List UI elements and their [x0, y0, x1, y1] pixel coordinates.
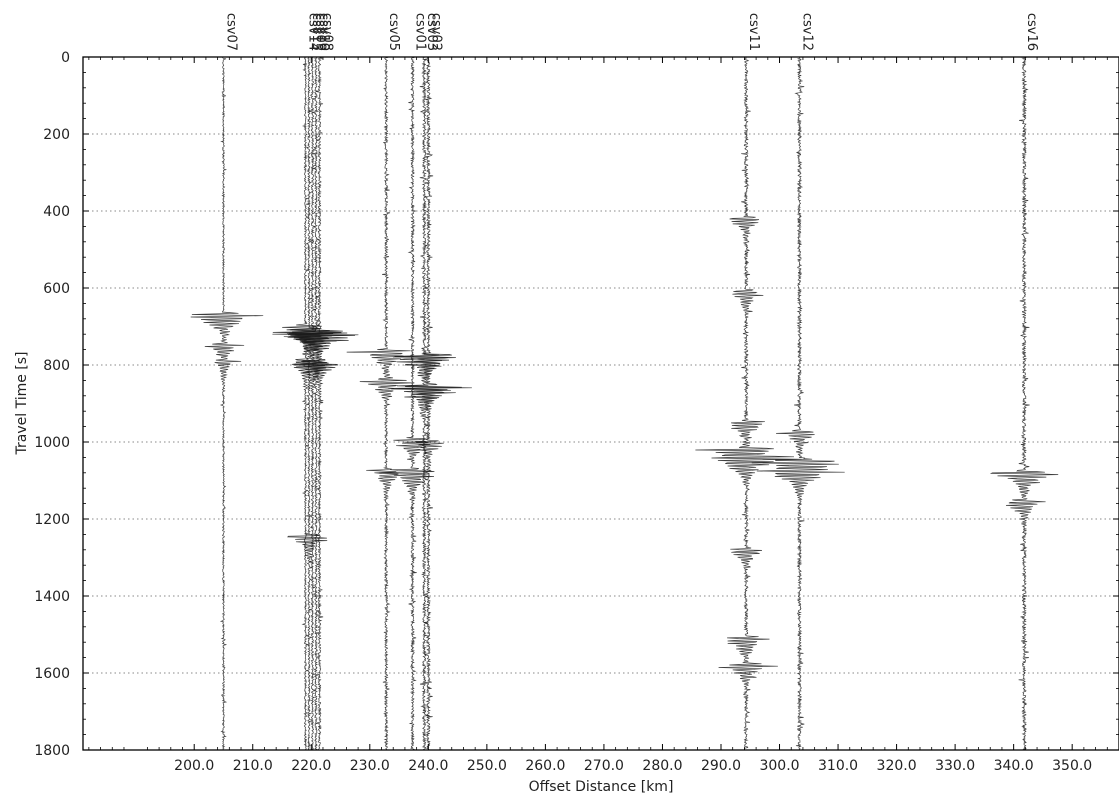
station-label-csv16: csv16 — [1024, 13, 1039, 51]
x-tick-label: 260.0 — [525, 758, 565, 774]
x-tick-label: 230.0 — [350, 758, 390, 774]
y-tick-label: 600 — [43, 281, 70, 297]
station-label-csv02: csv02 — [428, 13, 443, 51]
trace-csv14 — [282, 56, 323, 751]
x-tick-label: 330.0 — [935, 758, 975, 774]
x-tick-label: 250.0 — [467, 758, 507, 774]
trace-csv03 — [391, 56, 472, 751]
horizontal-gridlines — [83, 133, 1119, 674]
trace-csv16 — [989, 56, 1059, 751]
trace-csv02 — [391, 56, 462, 751]
y-tick-label: 800 — [43, 358, 70, 374]
station-label-csv05: csv05 — [386, 13, 401, 51]
x-tick-label: 290.0 — [701, 758, 741, 774]
y-tick-label: 1000 — [34, 435, 70, 451]
y-tick-label: 400 — [43, 204, 70, 220]
trace-csv05 — [346, 56, 413, 751]
x-axis-label: Offset Distance [km] — [529, 779, 674, 795]
x-tick-label: 210.0 — [233, 758, 273, 774]
y-tick-label: 1600 — [34, 666, 70, 682]
trace-csv11 — [695, 56, 802, 751]
trace-csv15 — [272, 56, 343, 751]
x-tick-label: 340.0 — [994, 758, 1034, 774]
x-tick-label: 320.0 — [877, 758, 917, 774]
trace-csv08 — [286, 56, 359, 751]
station-label-csv03: csv03 — [424, 13, 439, 51]
station-label-csv10: csv10 — [316, 13, 331, 51]
x-tick-label: 310.0 — [818, 758, 858, 774]
x-tick-label: 350.0 — [1052, 758, 1092, 774]
x-tick-label: 280.0 — [642, 758, 682, 774]
y-tick-label: 1200 — [34, 512, 70, 528]
y-tick-label: 0 — [61, 50, 70, 66]
station-label-csv12: csv12 — [799, 13, 814, 51]
x-tick-label: 300.0 — [759, 758, 799, 774]
trace-csv01 — [378, 56, 435, 751]
trace-csv12 — [751, 56, 845, 750]
x-tick-label: 220.0 — [291, 758, 331, 774]
station-label-csv15: csv15 — [309, 13, 324, 51]
x-tick-label: 240.0 — [408, 758, 448, 774]
trace-csv09 — [287, 56, 348, 751]
plot-frame — [82, 56, 1119, 751]
y-tick-label: 1400 — [34, 589, 70, 605]
axis-ticks: 0 200 400 600 800 1000 1200 1400 1600 1800 200.0 21… — [34, 50, 1119, 774]
trace-csv07 — [190, 56, 264, 751]
station-label-csv09: csv09 — [312, 13, 327, 51]
seismic-traces — [190, 56, 1059, 751]
station-label-csv01: csv01 — [413, 13, 428, 51]
station-label-csv07: csv07 — [224, 13, 239, 51]
y-tick-label: 200 — [43, 127, 70, 143]
x-tick-label: 270.0 — [584, 758, 624, 774]
station-label-csv14: csv14 — [305, 13, 320, 51]
station-label-csv11: csv11 — [746, 13, 761, 51]
y-axis-label: Travel Time [s] — [14, 352, 30, 456]
y-tick-label: 1800 — [34, 743, 70, 759]
trace-csv10 — [272, 56, 356, 751]
x-tick-label: 200.0 — [174, 758, 214, 774]
station-label-csv08: csv08 — [320, 13, 335, 51]
